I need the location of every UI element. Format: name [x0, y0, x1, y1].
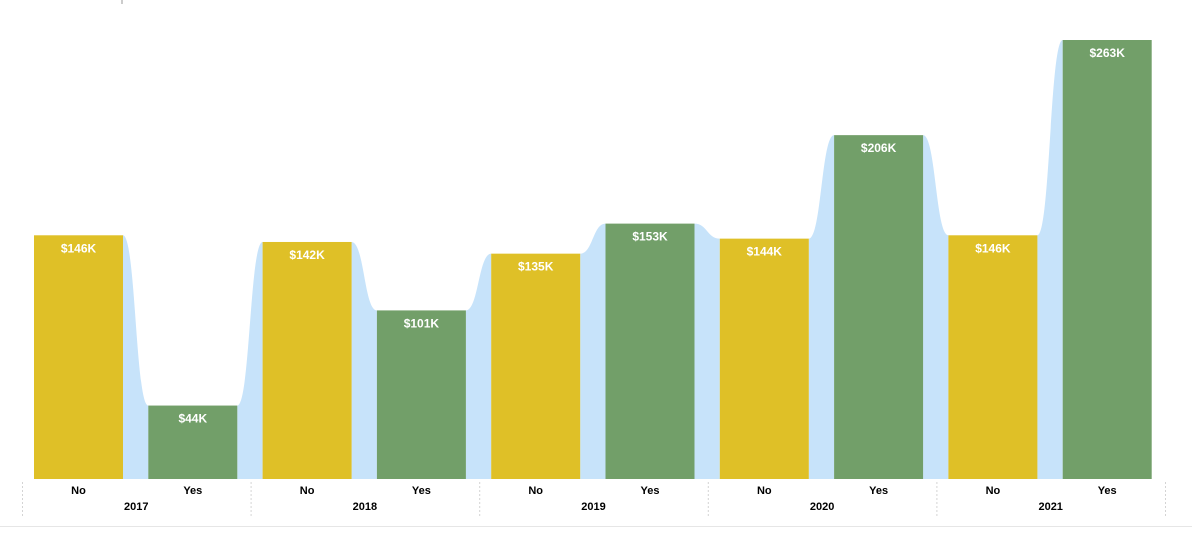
ribbon-5 — [580, 223, 606, 479]
bar-2018-no — [262, 241, 352, 479]
x-axis-layer: No Yes 2017 No Yes 2018 No Yes 2019 No Yes 2020 No Ye… — [22, 482, 1166, 518]
bar-2018-no-value-label: $142K — [289, 248, 325, 262]
x-tick-label-2021-yes: Yes — [1098, 485, 1117, 497]
bar-2018-yes — [376, 310, 466, 479]
bar-2017-yes — [148, 405, 238, 479]
bar-layer — [34, 40, 1152, 480]
x-tick-label-2021-no: No — [986, 485, 1001, 497]
bar-2018-yes-value-label: $101K — [404, 316, 440, 330]
bar-2021-no — [948, 235, 1038, 479]
x-group-label-2017: 2017 — [124, 501, 148, 513]
x-tick-label-2017-no: No — [71, 485, 86, 497]
bar-2020-yes — [834, 135, 924, 480]
bar-2020-no-value-label: $144K — [747, 245, 783, 259]
ribbon-layer — [123, 40, 1063, 480]
bar-2020-yes-value-label: $206K — [861, 141, 897, 155]
x-tick-label-2020-yes: Yes — [869, 485, 888, 497]
ribbon-4 — [465, 253, 492, 479]
x-tick-label-2019-no: No — [528, 485, 543, 497]
bar-2017-yes-value-label: $44K — [178, 412, 207, 426]
ribbon-8 — [923, 135, 949, 480]
bar-2019-no-value-label: $135K — [518, 260, 554, 274]
x-tick-label-2018-no: No — [300, 485, 315, 497]
ribbon-7 — [808, 135, 835, 479]
x-tick-label-2018-yes: Yes — [412, 485, 431, 497]
ribbon-6 — [694, 223, 720, 479]
bar-2019-no — [491, 253, 581, 479]
x-tick-label-2017-yes: Yes — [183, 485, 202, 497]
ribbon-3 — [351, 241, 377, 479]
bar-2019-yes-value-label: $153K — [632, 230, 668, 244]
x-group-label-2020: 2020 — [810, 501, 834, 513]
x-group-label-2018: 2018 — [353, 501, 377, 513]
bar-2019-yes — [605, 223, 695, 479]
value-label-layer: $146K $44K $142K $101K $135K $153K $144K $206K $… — [61, 46, 1125, 426]
ribbon-1 — [123, 235, 149, 479]
bar-2017-no — [34, 235, 123, 479]
ribbon-9 — [1037, 40, 1063, 479]
bar-2021-yes — [1062, 40, 1152, 479]
ribbon-2 — [237, 241, 263, 479]
bar-2020-no — [719, 238, 809, 479]
bar-2021-no-value-label: $146K — [975, 241, 1011, 255]
bar-2021-yes-value-label: $263K — [1090, 46, 1126, 60]
bar-2017-no-value-label: $146K — [61, 241, 97, 255]
x-group-label-2019: 2019 — [581, 501, 605, 513]
x-group-label-2021: 2021 — [1038, 501, 1062, 513]
x-tick-label-2019-yes: Yes — [641, 485, 660, 497]
x-tick-label-2020-no: No — [757, 485, 772, 497]
